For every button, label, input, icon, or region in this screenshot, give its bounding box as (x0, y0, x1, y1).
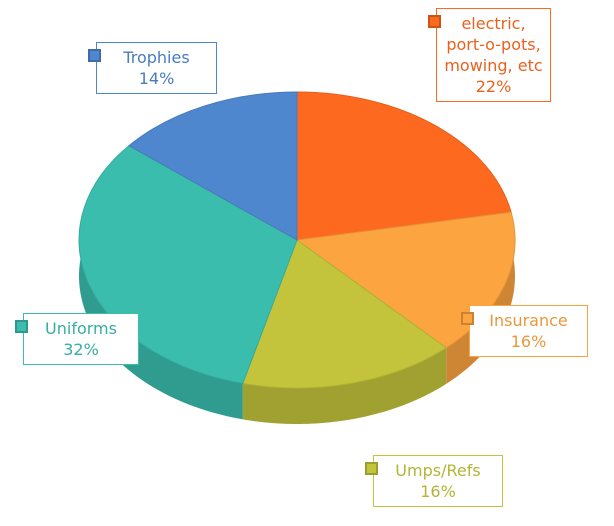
legend-swatch (88, 49, 101, 62)
value-label: 16% (510, 332, 547, 351)
slice (242, 239, 448, 389)
legend-swatch (365, 462, 378, 475)
value-label: 14% (138, 69, 175, 88)
slice (295, 211, 516, 349)
value-label: 22% (475, 77, 512, 96)
data-label: Insurance 16% (461, 305, 588, 357)
data-label: electric, port-o-pots, mowing, etc 22% (428, 8, 551, 102)
data-label: Umps/Refs 16% (365, 455, 503, 507)
category-label: Umps/Refs (395, 461, 481, 480)
value-label: 32% (63, 340, 99, 359)
data-label: Uniforms 32% (15, 313, 139, 365)
legend-swatch (15, 320, 28, 333)
slice (128, 91, 298, 241)
data-label: Trophies 14% (88, 42, 217, 94)
category-label: Uniforms (45, 319, 117, 338)
legend-swatch (428, 15, 441, 28)
slice (296, 91, 512, 241)
category-label: electric, port-o-pots, mowing, etc (444, 14, 543, 75)
slice-side (446, 212, 515, 384)
category-label: Insurance (489, 311, 568, 330)
legend-swatch (461, 312, 474, 325)
category-label: Trophies (123, 48, 190, 67)
slice-side (242, 347, 447, 424)
value-label: 16% (420, 482, 456, 501)
